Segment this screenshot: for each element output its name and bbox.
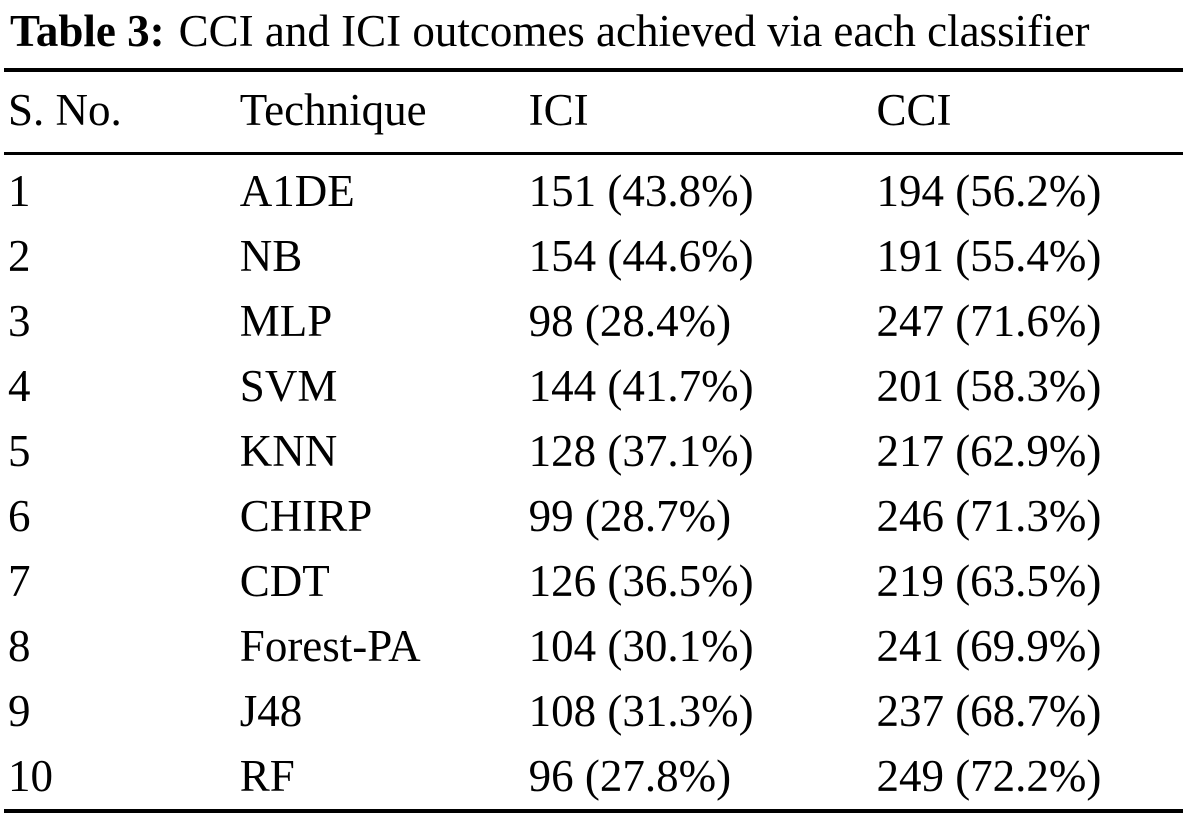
cell-technique: CHIRP <box>239 490 373 541</box>
cell-ici: 98 (28.4%) <box>528 295 732 346</box>
cell-cci: 247 (71.6%) <box>876 295 1102 346</box>
table-row: 8 Forest-PA 104 (30.1%) 241 (69.9%) <box>4 614 1183 679</box>
column-header-cci: CCI <box>876 69 1183 155</box>
results-table: S. No. Technique ICI CCI 1 A1DE 151 (43.8%… <box>4 67 1183 813</box>
cell-ici: 154 (44.6%) <box>528 230 754 281</box>
cell-cci: 246 (71.3%) <box>876 490 1102 541</box>
cell-ici: 108 (31.3%) <box>528 685 754 736</box>
table-row: 9 J48 108 (31.3%) 237 (68.7%) <box>4 679 1183 744</box>
cell-cci: 217 (62.9%) <box>876 425 1102 476</box>
column-header-technique: Technique <box>239 69 529 155</box>
cell-sno: 6 <box>8 490 31 541</box>
cell-technique: SVM <box>239 360 338 411</box>
cell-ici: 99 (28.7%) <box>528 490 732 541</box>
table-row: 6 CHIRP 99 (28.7%) 246 (71.3%) <box>4 484 1183 549</box>
caption-label: Table 3: <box>10 6 165 56</box>
table-row: 7 CDT 126 (36.5%) 219 (63.5%) <box>4 549 1183 614</box>
table-row: 2 NB 154 (44.6%) 191 (55.4%) <box>4 224 1183 289</box>
cell-technique: RF <box>239 750 295 801</box>
column-header-ici: ICI <box>528 69 877 155</box>
column-header-sno: S. No. <box>4 69 240 155</box>
table-row: 1 A1DE 151 (43.8%) 194 (56.2%) <box>4 153 1183 224</box>
cell-sno: 7 <box>8 555 31 606</box>
caption-text: CCI and ICI outcomes achieved via each c… <box>178 6 1090 56</box>
cell-sno: 2 <box>8 230 31 281</box>
cell-technique: MLP <box>239 295 333 346</box>
cell-cci: 194 (56.2%) <box>876 165 1102 216</box>
cell-cci: 191 (55.4%) <box>876 230 1102 281</box>
table-row: 5 KNN 128 (37.1%) 217 (62.9%) <box>4 419 1183 484</box>
cell-technique: Forest-PA <box>239 620 421 671</box>
cell-ici: 104 (30.1%) <box>528 620 754 671</box>
cell-cci: 201 (58.3%) <box>876 360 1102 411</box>
cell-technique: J48 <box>239 685 303 736</box>
cell-ici: 126 (36.5%) <box>528 555 754 606</box>
cell-sno: 8 <box>8 620 31 671</box>
table-caption: Table 3: CCI and ICI outcomes achieved vi… <box>4 0 1183 68</box>
cell-sno: 1 <box>8 165 31 216</box>
cell-sno: 10 <box>8 750 53 801</box>
table-row: 10 RF 96 (27.8%) 249 (72.2%) <box>4 744 1183 811</box>
cell-technique: A1DE <box>239 165 355 216</box>
cell-sno: 4 <box>8 360 31 411</box>
cell-technique: CDT <box>239 555 330 606</box>
cell-cci: 237 (68.7%) <box>876 685 1102 736</box>
cell-sno: 3 <box>8 295 31 346</box>
cell-sno: 5 <box>8 425 31 476</box>
cell-ici: 128 (37.1%) <box>528 425 754 476</box>
cell-cci: 219 (63.5%) <box>876 555 1102 606</box>
cell-sno: 9 <box>8 685 31 736</box>
cell-cci: 249 (72.2%) <box>876 750 1102 801</box>
table-row: 4 SVM 144 (41.7%) 201 (58.3%) <box>4 354 1183 419</box>
cell-ici: 144 (41.7%) <box>528 360 754 411</box>
table-body: 1 A1DE 151 (43.8%) 194 (56.2%) 2 NB 154 (44.6%… <box>4 153 1183 811</box>
cell-technique: KNN <box>239 425 338 476</box>
header-row: S. No. Technique ICI CCI <box>4 69 1183 155</box>
cell-cci: 241 (69.9%) <box>876 620 1102 671</box>
table-row: 3 MLP 98 (28.4%) 247 (71.6%) <box>4 289 1183 354</box>
cell-ici: 96 (27.8%) <box>528 750 732 801</box>
cell-technique: NB <box>239 230 303 281</box>
cell-ici: 151 (43.8%) <box>528 165 754 216</box>
